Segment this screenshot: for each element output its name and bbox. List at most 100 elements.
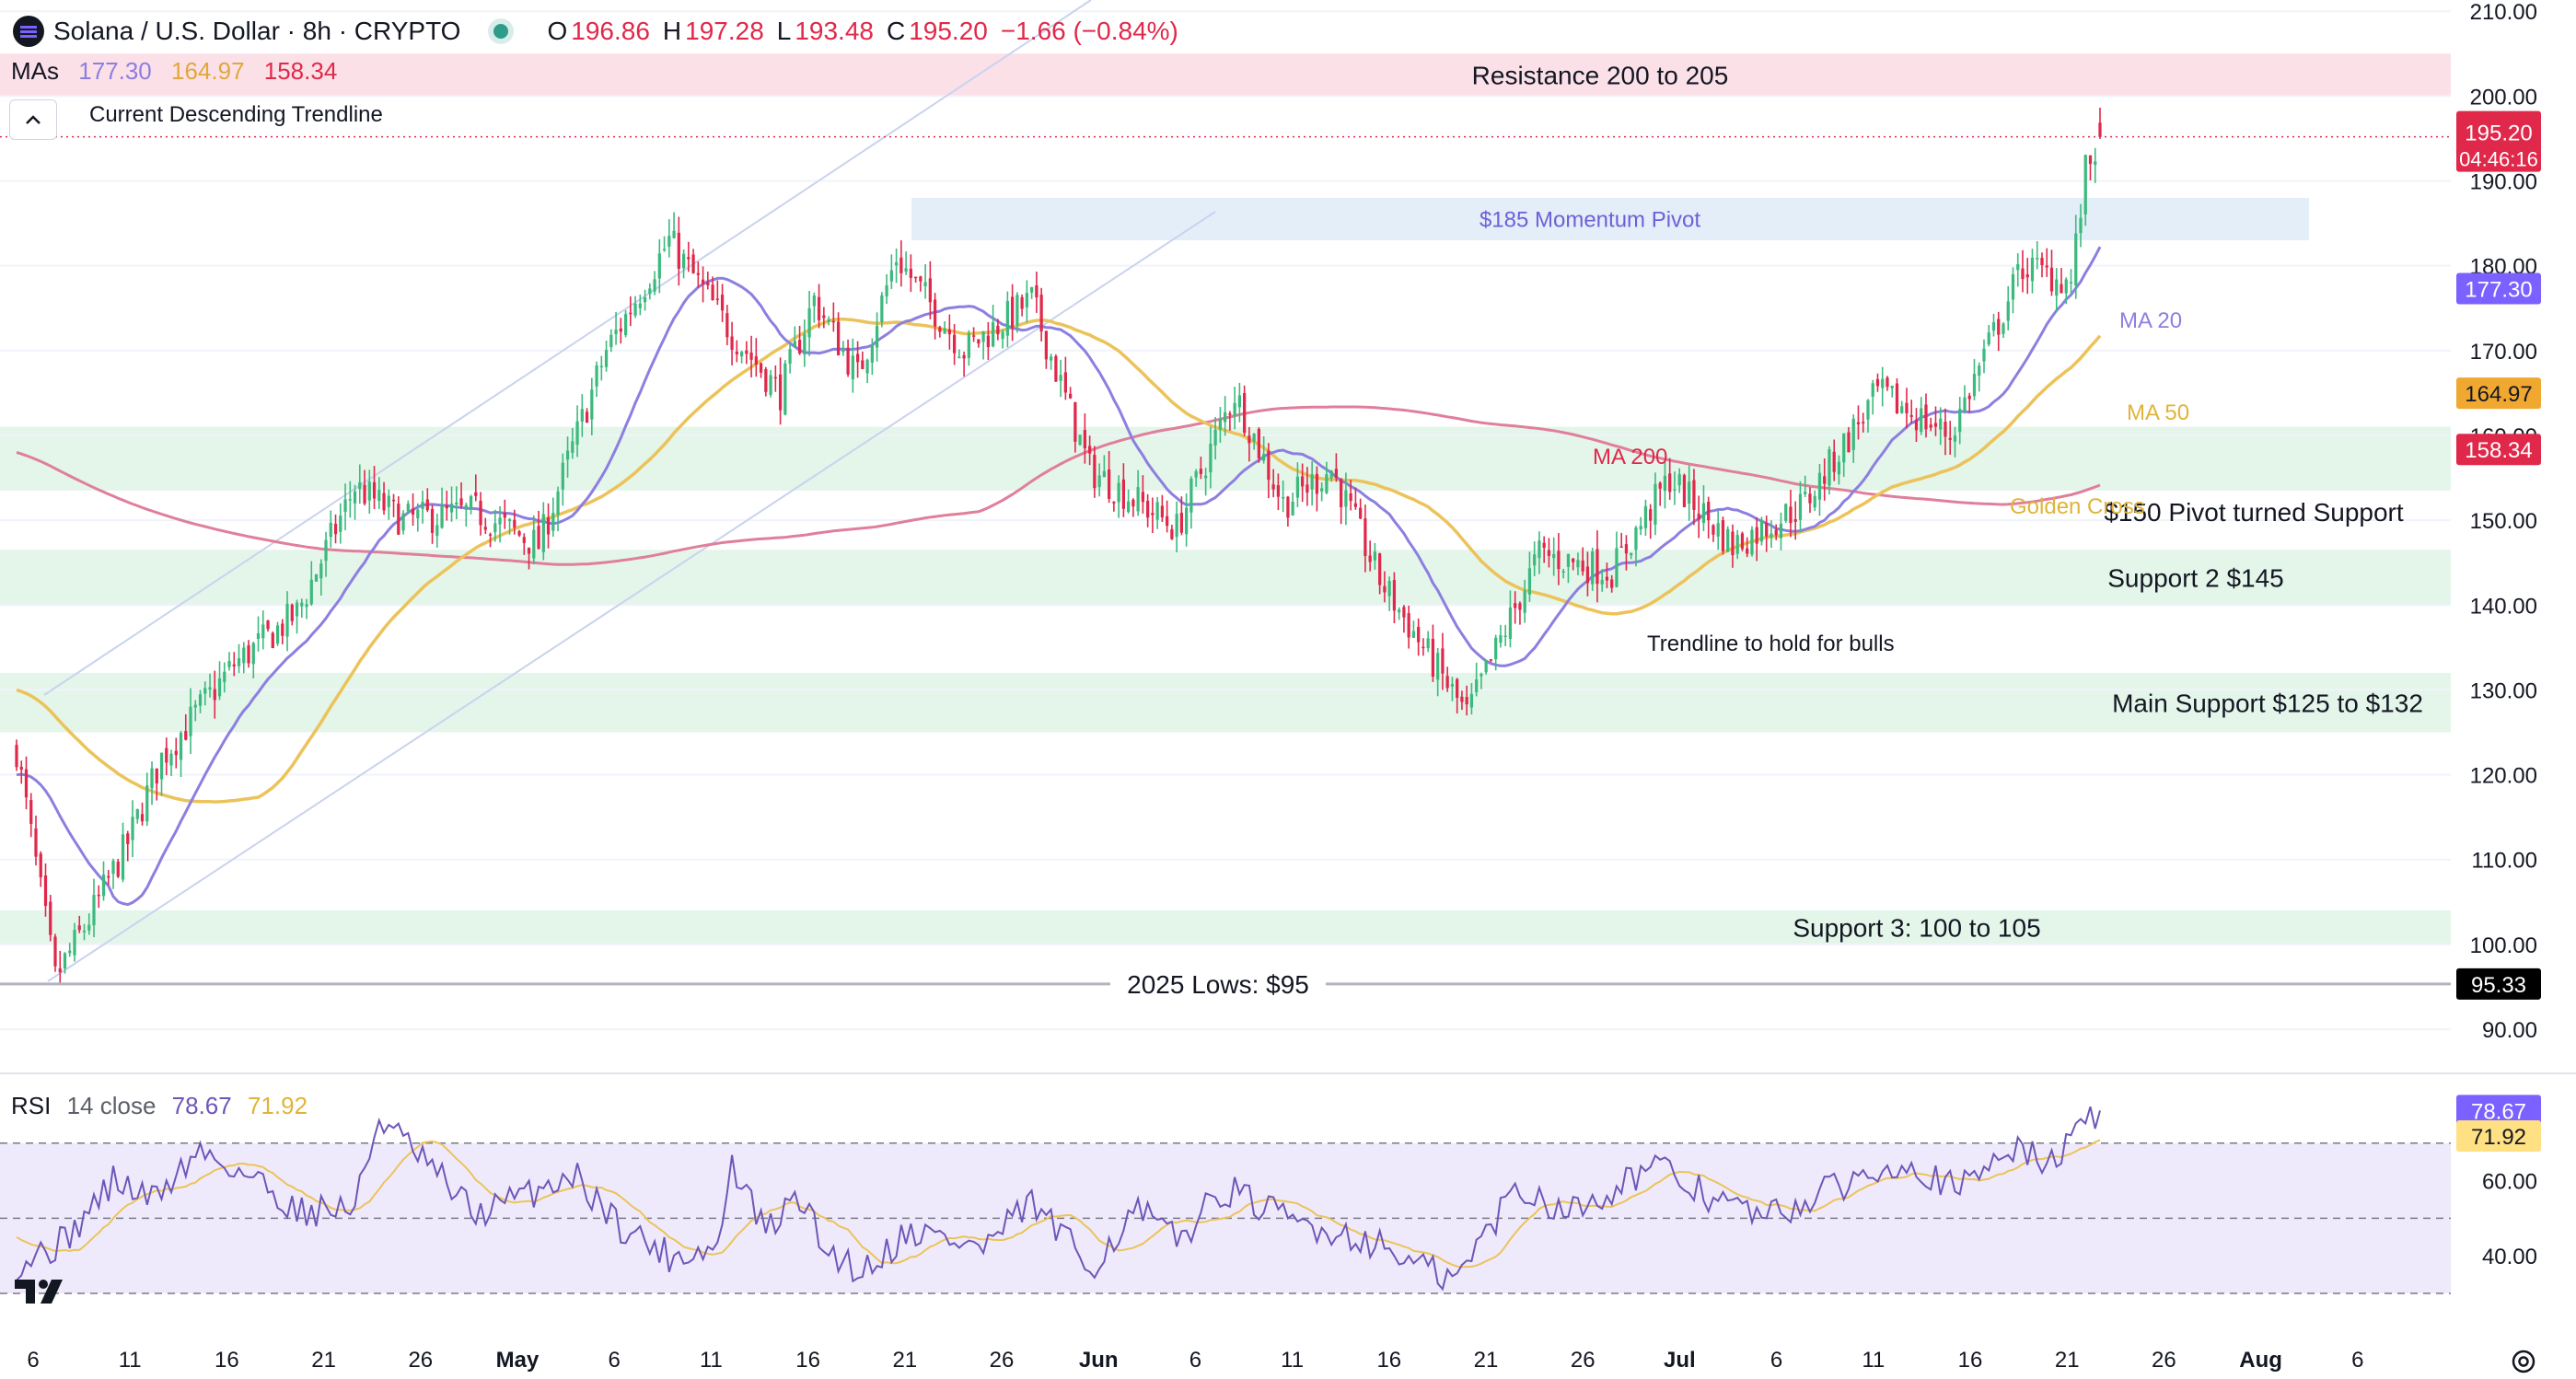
rsi-ma-axis-tag: 71.92 [2471,1125,2526,1150]
candle-body [1542,542,1546,549]
candle-body [1494,637,1498,660]
time-tick-label: Jun [1079,1348,1119,1373]
ma200-line [16,405,2101,566]
candle-body [469,495,473,510]
candle-body [861,360,864,370]
candle-body [565,450,570,460]
candle-body [193,704,197,708]
drawing-label[interactable]: Current Descending Trendline [89,102,383,127]
candle-body [1682,475,1687,507]
candle-body [1426,638,1430,649]
candle-body [1615,548,1619,587]
candle-body [2002,323,2005,334]
symbol-title[interactable]: Solana / U.S. Dollar · 8h · CRYPTO [53,17,461,45]
golden-cross-annotation: Golden Cross [2010,494,2145,519]
rsi-legend[interactable]: RSI 14 close 78.67 71.92 [11,1092,317,1120]
candle-body [1924,404,1928,430]
price-tick-label: 130.00 [2470,678,2537,703]
candle-body [208,687,212,690]
candle-body [1585,566,1590,584]
candle-body [619,328,622,332]
candle-body [53,936,57,967]
symbol-header[interactable]: Solana / U.S. Dollar · 8h · CRYPTO O 196.… [13,13,1178,50]
ma50-axis-tag: 164.97 [2465,382,2532,407]
candle-body [49,901,52,935]
candle-body [92,895,96,926]
candle-body [1108,469,1111,499]
candle-body [1905,402,1909,414]
candle-body [1576,560,1580,568]
time-tick-label: 11 [119,1348,142,1373]
candle-body [1948,437,1952,440]
candle-body [899,257,903,273]
candle-body [623,314,628,336]
candle-body [1750,529,1754,555]
time-tick-label: Aug [2239,1348,2282,1373]
candle-body [377,490,381,502]
ma-legend[interactable]: MAs 177.30 164.97 158.34 [11,57,350,86]
candle-body [1527,568,1532,595]
candle-body [213,689,216,701]
candle-body [198,694,203,706]
candle-body [2011,273,2015,300]
candle-body [962,354,966,359]
candle-body [851,355,854,380]
time-axis[interactable]: 6 11 16 21 26 May 6 11 16 21 26 Jun 6 11 16 21 26 Jul 6 11 1… [27,1348,2363,1373]
candle-body [135,808,139,819]
candle-body [2064,279,2068,294]
candle-body [2025,273,2029,278]
tradingview-logo-icon[interactable] [13,1276,75,1307]
candle-body [1798,493,1803,520]
rsi-value: 78.67 [171,1092,232,1119]
zone-support-3 [0,910,2451,944]
candle-body [503,513,506,518]
candle-body [1561,571,1565,574]
countdown-tag: 04:46:16 [2459,148,2538,171]
candle-body [1020,296,1024,309]
candle-body [43,875,48,907]
candle-body [1117,482,1120,503]
candle-body [1059,375,1062,381]
candle-body [846,347,850,375]
candle-body [314,574,319,582]
candle-body [488,534,493,536]
candle-body [1001,331,1004,340]
candle-body [1953,435,1957,442]
candle-body [391,499,396,502]
candle-body [440,504,444,528]
candle-body [1572,558,1575,562]
candle-body [1784,504,1788,521]
candle-body [2006,301,2010,321]
candle-body [1170,528,1174,539]
candle-body [1871,383,1874,397]
candle-body [329,522,332,538]
candle-body [1286,496,1290,518]
candle-body [1315,473,1319,494]
candle-body [1267,450,1271,481]
candle-body [1634,527,1638,550]
candle-body [677,232,680,269]
candle-body [1842,433,1846,463]
channel-upper-line [43,0,1092,696]
candle-body [1817,472,1822,500]
candle-body [1035,285,1039,298]
candle-body [1069,393,1073,399]
candle-body [1823,476,1827,484]
last-price-tag-bg [2456,110,2541,172]
candle-body [1731,531,1735,556]
candle-body [1808,493,1812,504]
gear-icon[interactable] [2508,1346,2539,1377]
price-axis[interactable]: 210.00200.00190.00180.00170.00160.00150.… [2456,0,2541,1269]
candle-body [343,499,347,512]
collapse-legend-button[interactable] [9,99,57,140]
candle-body [967,332,970,358]
candle-body [938,327,942,332]
candle-body [1875,378,1880,387]
price-tick-label: 140.00 [2470,594,2537,619]
candle-body [1262,454,1266,461]
rsi-panel [0,1106,2451,1294]
zone-label-support-3: Support 3: 100 to 105 [1793,914,2040,943]
candle-body [1436,653,1440,680]
candle-body [831,320,835,323]
